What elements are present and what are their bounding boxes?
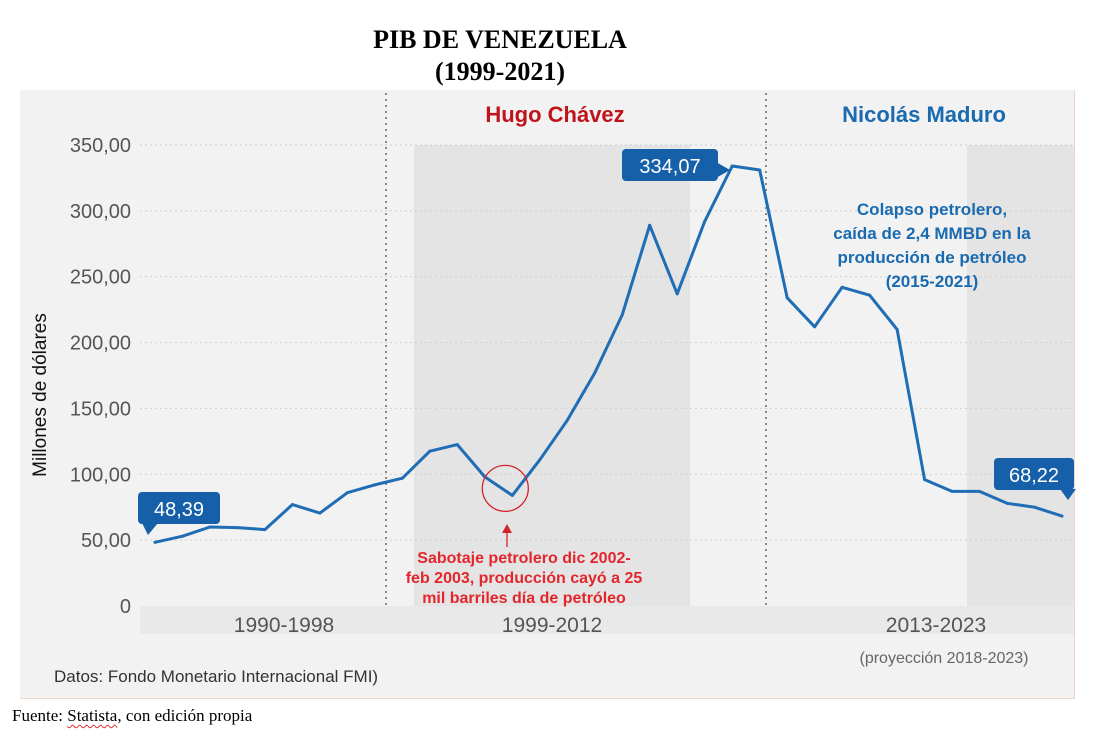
data-point [235,526,239,530]
collapse-annotation-line: Colapso petrolero, [857,200,1007,219]
data-point [538,458,542,462]
data-point [868,293,872,297]
source-footer: Fuente: Statista, con edición propia [12,706,252,726]
data-point [400,476,404,480]
data-point [593,371,597,375]
gdp-series-line [153,164,1064,544]
data-point [950,489,954,493]
data-point [318,511,322,515]
data-source-note: Datos: Fondo Monetario Internacional FMI… [54,667,378,686]
data-point [785,296,789,300]
y-tick-label: 50,00 [81,530,131,552]
data-point [1033,505,1037,509]
y-tick-label: 200,00 [70,333,131,355]
data-point [703,219,707,223]
sabotage-annotation-line: feb 2003, producción cayó a 25 [406,570,643,587]
callout-start-label: 48,39 [154,499,204,521]
data-point [1005,501,1009,505]
callout-end-label: 68,22 [1009,465,1059,487]
data-point [895,327,899,331]
maduro-header: Nicolás Maduro [842,102,1006,127]
y-axis-label: Millones de dólares [30,313,51,477]
data-point [263,528,267,532]
data-point [978,489,982,493]
y-tick-label: 150,00 [70,398,131,420]
sabotage-annotation-line: mil barriles día de petróleo [422,590,626,607]
data-point [730,164,734,168]
collapse-annotation-line: (2015-2021) [886,272,979,291]
data-point [648,223,652,227]
x-axis-band [140,606,1074,634]
footer-source-link[interactable]: Statista [67,706,118,725]
period-label: 1999-2012 [502,614,602,637]
data-point [455,443,459,447]
footer-suffix: , con edición propia [117,706,253,725]
sabotage-arrowhead [502,524,512,533]
data-point [290,503,294,507]
projection-shade [967,145,1074,606]
callout-peak-label: 334,07 [639,156,700,178]
data-point [840,285,844,289]
data-point [153,540,157,544]
callout-start-pointer [142,523,158,535]
data-point [923,478,927,482]
data-point [620,313,624,317]
y-tick-label: 300,00 [70,201,131,223]
y-tick-label: 0 [120,596,131,618]
data-point [428,449,432,453]
data-point [565,418,569,422]
chavez-header: Hugo Chávez [485,102,624,127]
data-point [813,325,817,329]
data-point [208,525,212,529]
period-label: 1990-1998 [234,614,334,637]
data-point [758,168,762,172]
y-tick-label: 350,00 [70,135,131,157]
y-tick-label: 100,00 [70,464,131,486]
data-point [510,493,514,497]
callout-end-pointer [1060,489,1076,500]
sabotage-annotation-line: Sabotaje petrolero dic 2002- [417,550,630,567]
data-point [345,491,349,495]
footer-prefix: Fuente: [12,706,68,725]
callout-peak-box [622,149,718,181]
collapse-annotation-line: caída de 2,4 MMBD en la [833,224,1031,243]
period-label: 2013-2023 [886,614,986,637]
callout-start-box [138,492,220,524]
projection-note: (proyección 2018-2023) [860,650,1029,667]
data-point [373,483,377,487]
chart-subtitle: (1999-2021) [435,57,565,86]
sabotage-circle [481,464,529,513]
data-point [1060,514,1064,518]
chavez-peak-shade [414,145,690,606]
data-point [180,534,184,538]
y-tick-label: 250,00 [70,267,131,289]
callout-end-box [994,458,1074,490]
callout-peak-pointer [716,162,730,178]
data-point [675,292,679,296]
chart-title: PIB DE VENEZUELA [373,25,627,54]
collapse-annotation-line: producción de petróleo [838,248,1027,267]
